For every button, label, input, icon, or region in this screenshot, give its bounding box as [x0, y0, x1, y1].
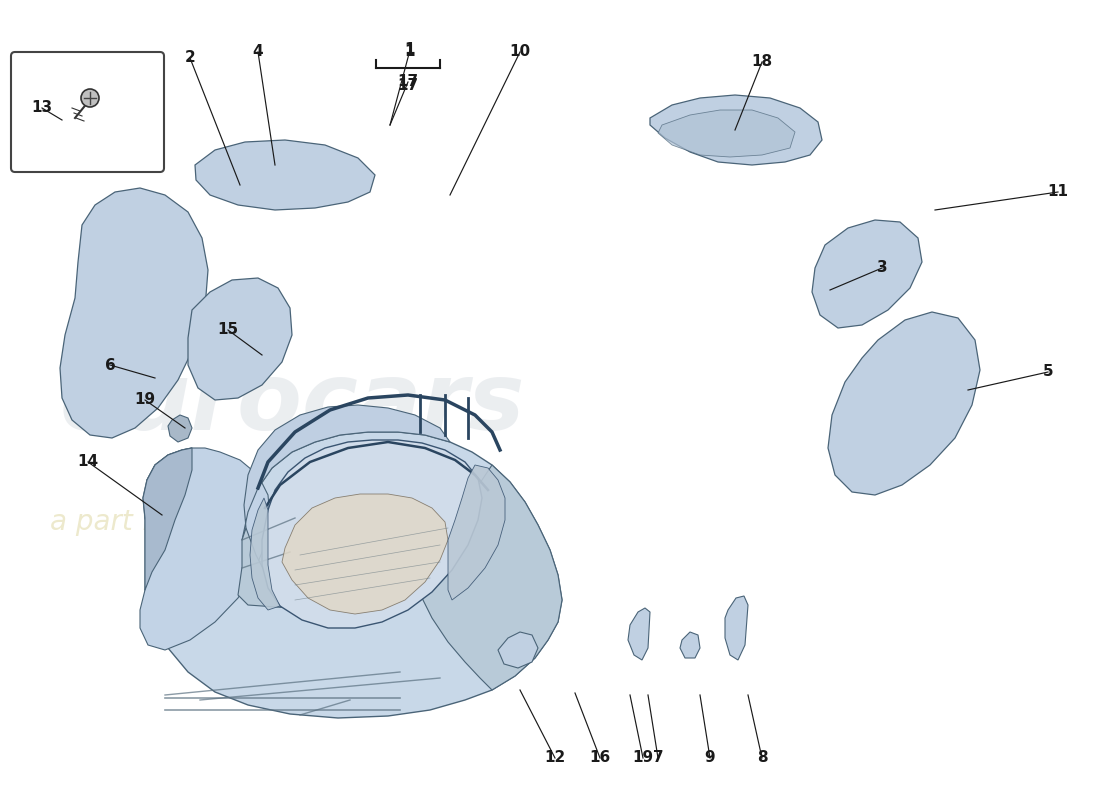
Text: 18: 18 — [751, 54, 772, 70]
FancyBboxPatch shape — [11, 52, 164, 172]
Text: 12: 12 — [544, 750, 565, 766]
Polygon shape — [812, 220, 922, 328]
Polygon shape — [262, 440, 482, 628]
Text: 11: 11 — [1047, 185, 1068, 199]
Polygon shape — [498, 632, 538, 668]
Text: 6: 6 — [104, 358, 116, 373]
Polygon shape — [140, 448, 270, 650]
Polygon shape — [680, 632, 700, 658]
Text: 13: 13 — [32, 101, 53, 115]
Text: 10: 10 — [509, 45, 530, 59]
Polygon shape — [195, 140, 375, 210]
Text: 7: 7 — [652, 750, 663, 766]
Text: 1: 1 — [405, 42, 416, 58]
Polygon shape — [448, 465, 505, 600]
Text: 19: 19 — [632, 750, 653, 766]
Polygon shape — [188, 278, 292, 400]
Text: 1: 1 — [405, 45, 416, 59]
Polygon shape — [418, 465, 562, 690]
Text: 17: 17 — [397, 78, 419, 94]
Polygon shape — [650, 95, 822, 165]
Text: 19: 19 — [134, 393, 155, 407]
Polygon shape — [242, 405, 450, 540]
Polygon shape — [250, 498, 280, 610]
Text: 4: 4 — [253, 45, 263, 59]
Polygon shape — [60, 188, 208, 438]
Text: 2: 2 — [185, 50, 196, 66]
Polygon shape — [143, 432, 562, 718]
Polygon shape — [658, 110, 795, 157]
Text: a part for parts since 1985: a part for parts since 1985 — [50, 508, 420, 536]
Polygon shape — [143, 448, 192, 590]
Text: 9: 9 — [705, 750, 715, 766]
Text: 8: 8 — [757, 750, 768, 766]
Text: 5: 5 — [1043, 365, 1054, 379]
Polygon shape — [628, 608, 650, 660]
Text: 14: 14 — [77, 454, 99, 470]
Polygon shape — [725, 596, 748, 660]
Circle shape — [81, 89, 99, 107]
Polygon shape — [238, 528, 290, 608]
Text: 16: 16 — [590, 750, 610, 766]
Polygon shape — [828, 312, 980, 495]
Text: eurocars: eurocars — [60, 358, 526, 450]
Polygon shape — [168, 415, 192, 442]
Polygon shape — [282, 494, 448, 614]
Text: 3: 3 — [877, 261, 888, 275]
Text: 17: 17 — [397, 74, 419, 90]
Text: 15: 15 — [218, 322, 239, 338]
